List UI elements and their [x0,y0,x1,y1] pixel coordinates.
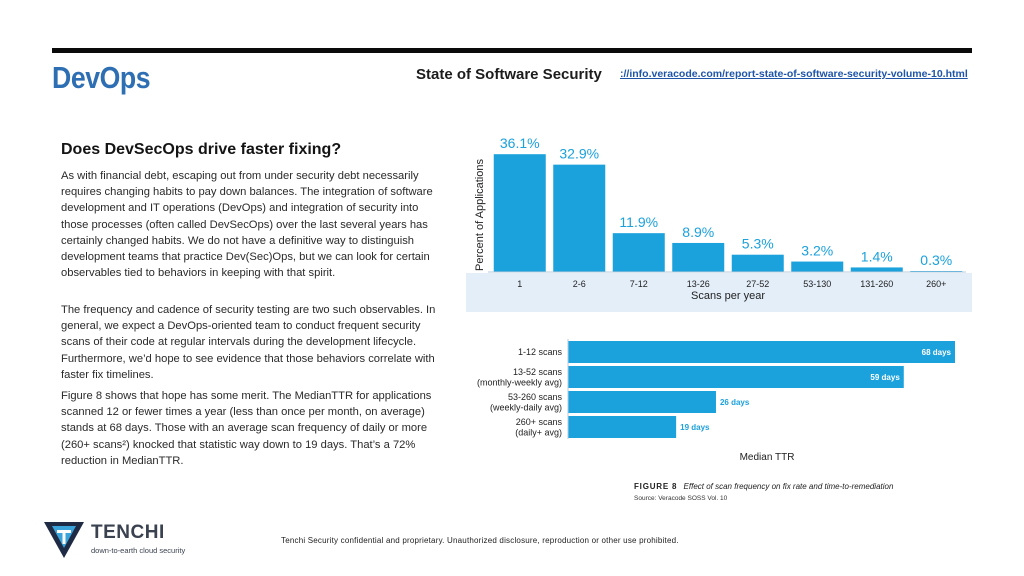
brand-tagline: down-to-earth cloud security [91,546,186,555]
x-tick-label: 27-52 [746,279,769,289]
median-ttr-bar-chart: 68 days 1-12 scans 59 days 13-52 scans(mont… [477,339,955,463]
x-tick-label: 260+ [926,279,946,289]
bar-53-130 [791,261,844,272]
slide-title: DevOps [52,60,151,95]
bar-value-label: 68 days [922,348,952,357]
x-axis-title: Scans per year [691,290,765,302]
figure-source: Source: Veracode SOSS Vol. 10 [634,495,728,502]
row-label: 260+ scans [516,417,563,427]
brand-name: TENCHI [91,522,165,543]
bar-value-label: 59 days [870,373,900,382]
x-tick-label: 7-12 [630,279,648,289]
x-tick-label: 13-26 [687,279,710,289]
bar-value-label: 8.9% [682,224,714,240]
bar-row-4 [568,416,677,438]
bar-value-label: 32.9% [559,146,599,162]
bar-value-label: 26 days [720,398,750,407]
confidentiality-notice: Tenchi Security confidential and proprie… [281,536,679,545]
bar-value-label: 5.3% [742,236,774,252]
row-label: 1-12 scans [518,347,563,357]
row-label: 53-260 scans [508,392,563,402]
bar-131-260 [850,267,903,272]
bar-value-label: 11.9% [619,214,658,230]
article-paragraph-2: The frequency and cadence of security te… [61,304,436,381]
bar-value-label: 0.3% [920,252,952,268]
x-tick-label: 1 [517,279,522,289]
x-tick-label: 2-6 [573,279,586,289]
bar-value-label: 19 days [680,423,710,432]
bar-2-6 [553,164,606,272]
x-axis-title: Median TTR [740,452,795,463]
scans-per-year-bar-chart: 36.1% 1 32.9% 2-6 11.9% 7-12 8.9% 13-26 5.3% 27-5… [474,135,966,302]
x-tick-label: 131-260 [860,279,893,289]
top-rule [52,48,972,53]
bar-1 [493,154,546,272]
row-label: 13-52 scans [513,367,563,377]
row-label: (daily+ avg) [515,427,562,437]
bar-value-label: 3.2% [801,243,833,259]
figure-label: FIGURE 8 [634,482,678,491]
bar-27-52 [731,254,784,272]
row-label: (monthly-weekly avg) [477,377,562,387]
report-link[interactable]: ://info.veracode.com/report-state-of-sof… [620,68,968,80]
bar-row-2 [568,366,904,388]
article-heading: Does DevSecOps drive faster fixing? [61,141,342,158]
bar-7-12 [612,233,665,272]
tenchi-logo-icon [44,522,84,558]
chart-axis-band [466,273,972,312]
figure-caption: FIGURE 8 Effect of scan frequency on fix… [634,482,893,491]
figure-caption-text: Effect of scan frequency on fix rate and… [683,482,894,491]
bar-row-3 [568,391,716,413]
bar-13-26 [672,242,725,272]
bar-value-label: 36.1% [500,135,540,151]
y-axis-title: Percent of Applications [474,159,486,271]
article-paragraph-3: Figure 8 shows that hope has some merit.… [61,390,432,467]
x-tick-label: 53-130 [803,279,831,289]
row-label: (weekly-daily avg) [490,402,562,412]
bar-value-label: 1.4% [861,248,893,264]
article-paragraph-1: As with financial debt, escaping out fro… [61,170,433,280]
report-name: State of Software Security [416,66,602,83]
bar-row-1 [568,341,955,363]
